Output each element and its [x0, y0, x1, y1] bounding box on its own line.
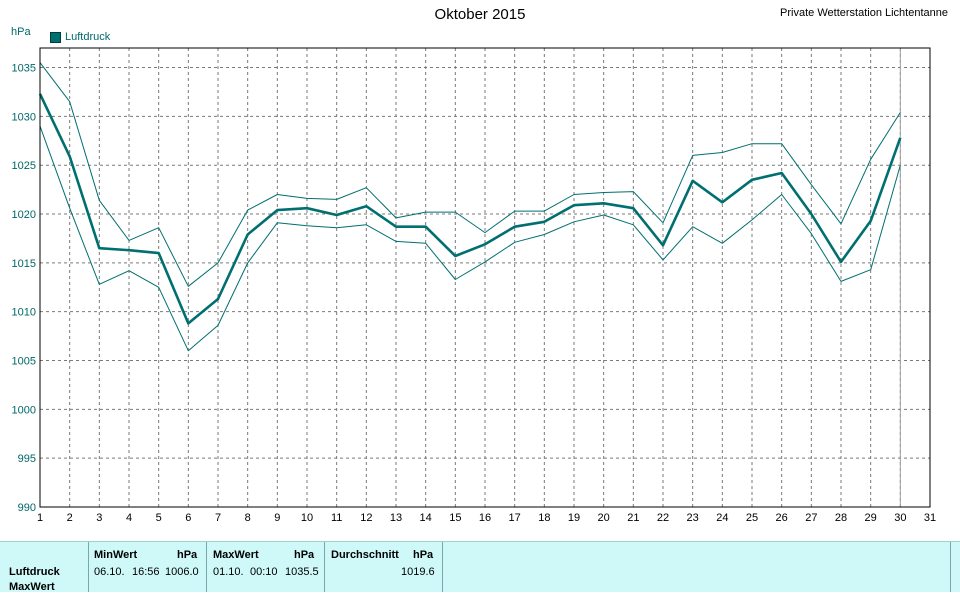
y-tick-label: 1035	[12, 63, 36, 75]
x-tick-label: 18	[538, 512, 550, 524]
average-cell: Durchschnitt hPa 1019.6	[324, 542, 443, 592]
x-tick-label: 21	[627, 512, 639, 524]
station-name: Private Wetterstation Lichtentanne	[780, 7, 948, 19]
x-tick-label: 11	[331, 512, 342, 524]
y-tick-label: 1000	[12, 404, 36, 416]
x-tick-label: 24	[716, 512, 728, 524]
y-tick-label: 1030	[12, 111, 36, 123]
x-tick-label: 14	[420, 512, 432, 524]
max-value: 1035.5	[285, 566, 319, 578]
x-tick-label: 4	[126, 512, 132, 524]
x-tick-label: 30	[894, 512, 906, 524]
min-value-cell: MinWert hPa 06.10. 16:56 1006.0	[88, 542, 206, 592]
series-line-max	[39, 62, 901, 287]
x-tick-label: 29	[865, 512, 877, 524]
x-tick-label: 8	[245, 512, 251, 524]
min-date: 06.10.	[94, 566, 125, 578]
y-axis-unit: hPa	[11, 26, 31, 38]
y-tick-label: 1005	[12, 356, 36, 368]
stats-row-label-2: MaxWert	[9, 581, 55, 593]
series-line-min	[39, 125, 901, 352]
max-unit: hPa	[294, 549, 315, 561]
x-tick-label: 7	[215, 512, 221, 524]
y-tick-label: 1015	[12, 258, 36, 270]
chart-title: Oktober 2015	[434, 6, 526, 23]
panel-end-cell	[950, 542, 960, 592]
max-value-cell: MaxWert hPa 01.10. 00:10 1035.5	[206, 542, 324, 592]
x-tick-label: 17	[509, 512, 521, 524]
min-header: MinWert	[94, 549, 138, 561]
y-tick-label: 1020	[12, 209, 36, 221]
x-tick-label: 15	[449, 512, 461, 524]
legend-swatch	[50, 31, 61, 43]
x-tick-label: 1	[37, 512, 43, 524]
x-tick-label: 20	[598, 512, 610, 524]
max-time: 00:10	[250, 566, 278, 578]
series-line-mean	[38, 93, 902, 325]
x-tick-label: 12	[360, 512, 372, 524]
min-unit: hPa	[177, 549, 198, 561]
plot-frame	[39, 47, 931, 508]
y-tick-label: 1025	[12, 160, 36, 172]
x-tick-label: 26	[776, 512, 788, 524]
x-tick-label: 27	[805, 512, 817, 524]
y-tick-label: 995	[18, 453, 36, 465]
pressure-chart: 1 2 3 4 5 6 7 8 9 10 11 12 13 14 15 16 17 18 19 20 21 22 23 24 2…	[12, 47, 937, 524]
x-tick-label: 6	[185, 512, 191, 524]
y-tick-label: 1010	[12, 307, 36, 319]
x-tick-label: 23	[687, 512, 699, 524]
x-tick-label: 9	[274, 512, 280, 524]
chart-grid	[40, 48, 930, 507]
chart-series	[38, 62, 902, 352]
x-tick-label: 19	[568, 512, 580, 524]
max-date: 01.10.	[213, 566, 244, 578]
x-tick-label: 10	[301, 512, 313, 524]
x-tick-label: 22	[657, 512, 669, 524]
min-time: 16:56	[132, 566, 160, 578]
min-value: 1006.0	[165, 566, 199, 578]
average-value: 1019.6	[401, 566, 435, 578]
legend-label: Luftdruck	[65, 31, 111, 43]
y-tick-label: 990	[18, 502, 36, 514]
x-tick-label: 13	[390, 512, 402, 524]
x-tick-label: 5	[156, 512, 162, 524]
average-unit: hPa	[413, 549, 434, 561]
x-tick-label: 31	[924, 512, 936, 524]
x-tick-label: 2	[67, 512, 73, 524]
x-tick-label: 25	[746, 512, 758, 524]
x-tick-label: 3	[96, 512, 102, 524]
average-header: Durchschnitt	[331, 549, 399, 561]
stats-panel: Luftdruck MaxWert MinWert hPa 06.10. 16:…	[0, 541, 960, 593]
x-tick-label: 28	[835, 512, 847, 524]
stats-row-label: Luftdruck	[9, 566, 60, 578]
max-header: MaxWert	[213, 549, 259, 561]
x-tick-label: 16	[479, 512, 491, 524]
axis-tick-labels: 1 2 3 4 5 6 7 8 9 10 11 12 13 14 15 16 17 18 19 20 21 22 23 24 2…	[12, 63, 937, 524]
legend: Luftdruck	[50, 31, 110, 43]
